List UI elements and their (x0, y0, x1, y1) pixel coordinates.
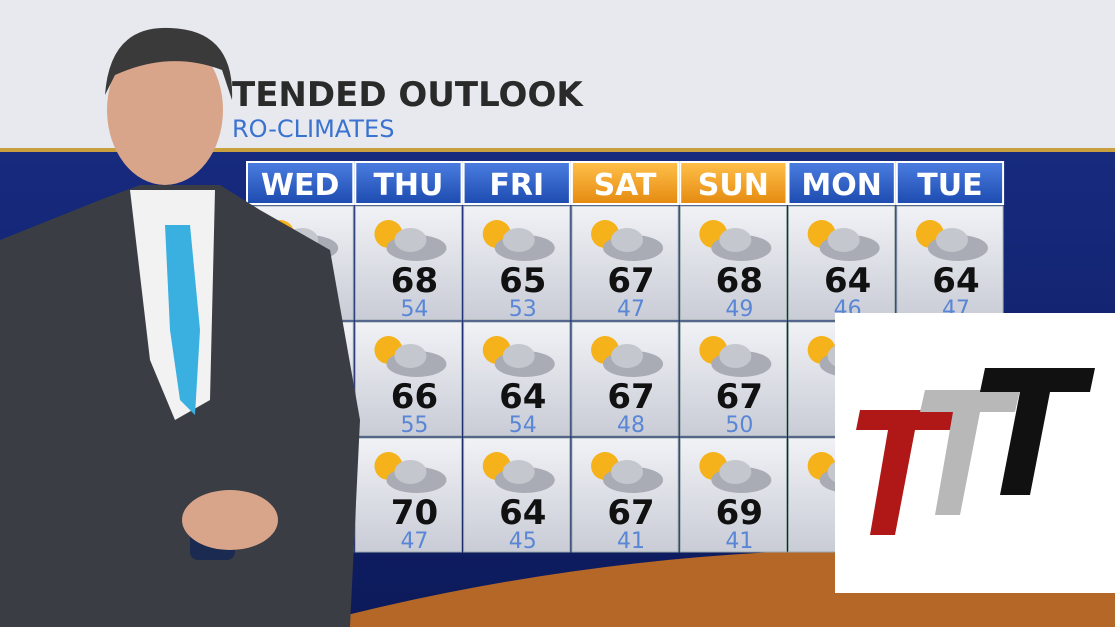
day-header (787, 161, 896, 205)
low-temp: 48 (617, 413, 645, 438)
day-label: THU (373, 168, 443, 203)
cell (679, 321, 788, 437)
low-temp: 55 (400, 413, 428, 438)
cell (571, 321, 679, 437)
low-temp: 50 (725, 413, 753, 438)
cell (463, 205, 571, 321)
cell (571, 437, 679, 553)
day-header (679, 161, 788, 205)
cell (896, 205, 1004, 321)
low-temp: 54 (509, 413, 537, 438)
forecast-grid: WED25THU685466557047FRI655364546445SAT67… (246, 161, 1005, 554)
cloud-icon (611, 460, 644, 484)
high-temp: 64 (824, 261, 871, 301)
low-temp: 53 (509, 297, 537, 322)
low-temp: 47 (400, 529, 428, 554)
low-temp: 41 (725, 529, 753, 554)
cloud-icon (394, 460, 427, 484)
title: TENDED OUTLOOK (232, 75, 584, 115)
day-label: WED (261, 168, 340, 203)
cloud-icon (394, 344, 427, 368)
day-label: FRI (489, 168, 544, 203)
high-temp: 69 (716, 493, 763, 533)
cloud-icon (502, 228, 535, 252)
high-temp: 64 (932, 261, 979, 301)
high-temp: 66 (391, 377, 438, 417)
cell (354, 205, 463, 321)
cloud-icon (611, 228, 644, 252)
cloud-icon (935, 228, 968, 252)
low-temp: 41 (617, 529, 645, 554)
logo (835, 313, 1115, 593)
cloud-icon (502, 344, 535, 368)
cell (571, 205, 679, 321)
high-temp: 64 (499, 493, 546, 533)
cloud-icon (394, 228, 427, 252)
day-label: SAT (594, 168, 657, 203)
cloud-icon (719, 344, 752, 368)
low-temp: 45 (509, 529, 537, 554)
cloud-icon (611, 344, 644, 368)
subtitle: RO-CLIMATES (232, 115, 394, 143)
cell (463, 321, 571, 437)
presenter (0, 27, 360, 627)
cloud-icon (719, 228, 752, 252)
cell (679, 437, 788, 553)
high-temp: 67 (607, 493, 654, 533)
day-header (570, 161, 680, 205)
low-temp: 54 (400, 297, 428, 322)
cell (354, 321, 463, 437)
day-header (246, 161, 355, 205)
cell (463, 437, 571, 553)
high-temp: 67 (716, 377, 763, 417)
day-header (354, 161, 463, 205)
high-temp: 64 (499, 377, 546, 417)
high-temp: 70 (391, 493, 438, 533)
banner-line (0, 148, 1115, 152)
low-temp: 49 (725, 297, 753, 322)
day-label: TUE (917, 168, 982, 203)
high-temp: 65 (499, 261, 546, 301)
high-temp: 67 (607, 377, 654, 417)
day-label: MON (801, 168, 881, 203)
day-header (462, 161, 571, 205)
high-temp: 68 (716, 261, 763, 301)
high-temp: 67 (607, 261, 654, 301)
cloud-icon (502, 460, 535, 484)
cloud-icon (827, 228, 860, 252)
cell (788, 205, 896, 321)
day-header (895, 161, 1005, 205)
high-temp: 68 (391, 261, 438, 301)
cloud-icon (719, 460, 752, 484)
low-temp: 47 (617, 297, 645, 322)
day-label: SUN (698, 168, 769, 203)
cell (679, 205, 788, 321)
